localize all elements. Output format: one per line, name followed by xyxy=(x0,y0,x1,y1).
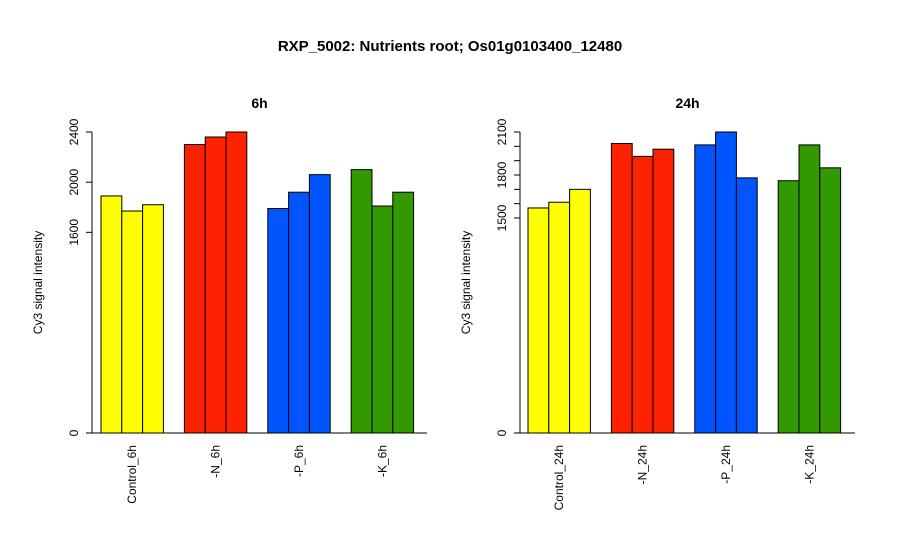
bar-0-1-2 xyxy=(225,131,248,434)
bar-1-2-1 xyxy=(715,131,737,434)
bar-0-3-2 xyxy=(392,191,415,434)
bar-0-2-0 xyxy=(267,208,290,434)
main-title: RXP_5002: Nutrients root; Os01g0103400_1… xyxy=(277,38,623,55)
bar-1-0-1 xyxy=(548,201,571,434)
bar-0-3-1 xyxy=(371,205,394,434)
bar-1-1-1 xyxy=(631,155,654,434)
bar-1-3-2 xyxy=(819,167,842,434)
bar-1-1-0 xyxy=(610,142,633,434)
panel-title-0: 6h xyxy=(251,95,267,111)
bar-0-3-0 xyxy=(350,169,373,434)
bar-0-2-1 xyxy=(288,191,310,434)
y-tick-label-1-3: 2100 xyxy=(495,118,509,145)
bar-1-3-1 xyxy=(798,144,821,434)
y-tick-label-1-1: 1500 xyxy=(495,204,509,231)
panel-title-1: 24h xyxy=(675,95,699,111)
y-tick-label-1-0: 0 xyxy=(495,429,509,436)
bar-0-1-1 xyxy=(204,136,227,434)
x-tick-label-0-0: Control_6h xyxy=(125,445,139,504)
y-axis-label-0: Cy3 signal intensity xyxy=(31,231,45,334)
bar-0-1-0 xyxy=(183,144,206,434)
bar-1-1-2 xyxy=(652,148,675,434)
y-tick-label-0-2: 2000 xyxy=(67,168,81,195)
bar-0-0-1 xyxy=(121,210,144,434)
y-tick-label-0-3: 2400 xyxy=(67,118,81,145)
bar-1-2-2 xyxy=(735,177,758,434)
bar-1-3-0 xyxy=(777,180,800,434)
y-tick-label-1-2: 1800 xyxy=(495,161,509,188)
x-tick-label-1-0: Control_24h xyxy=(552,445,566,510)
y-axis-label-1: Cy3 signal intensity xyxy=(459,231,473,334)
bar-1-0-0 xyxy=(527,207,550,434)
x-tick-label-1-1: -N_24h xyxy=(636,445,650,484)
bar-1-2-0 xyxy=(694,144,717,434)
x-tick-label-1-3: -K_24h xyxy=(802,445,816,484)
bar-0-0-2 xyxy=(142,204,164,434)
x-tick-label-0-3: -K_6h xyxy=(375,445,389,477)
x-tick-label-1-2: -P_24h xyxy=(719,445,733,484)
bar-0-2-2 xyxy=(308,174,331,434)
x-tick-label-0-1: -N_6h xyxy=(209,445,223,478)
bar-0-0-0 xyxy=(100,195,123,434)
x-tick-label-0-2: -P_6h xyxy=(292,445,306,477)
bar-1-0-2 xyxy=(569,188,591,434)
y-tick-label-0-0: 0 xyxy=(67,429,81,436)
y-tick-label-0-1: 1600 xyxy=(67,219,81,246)
